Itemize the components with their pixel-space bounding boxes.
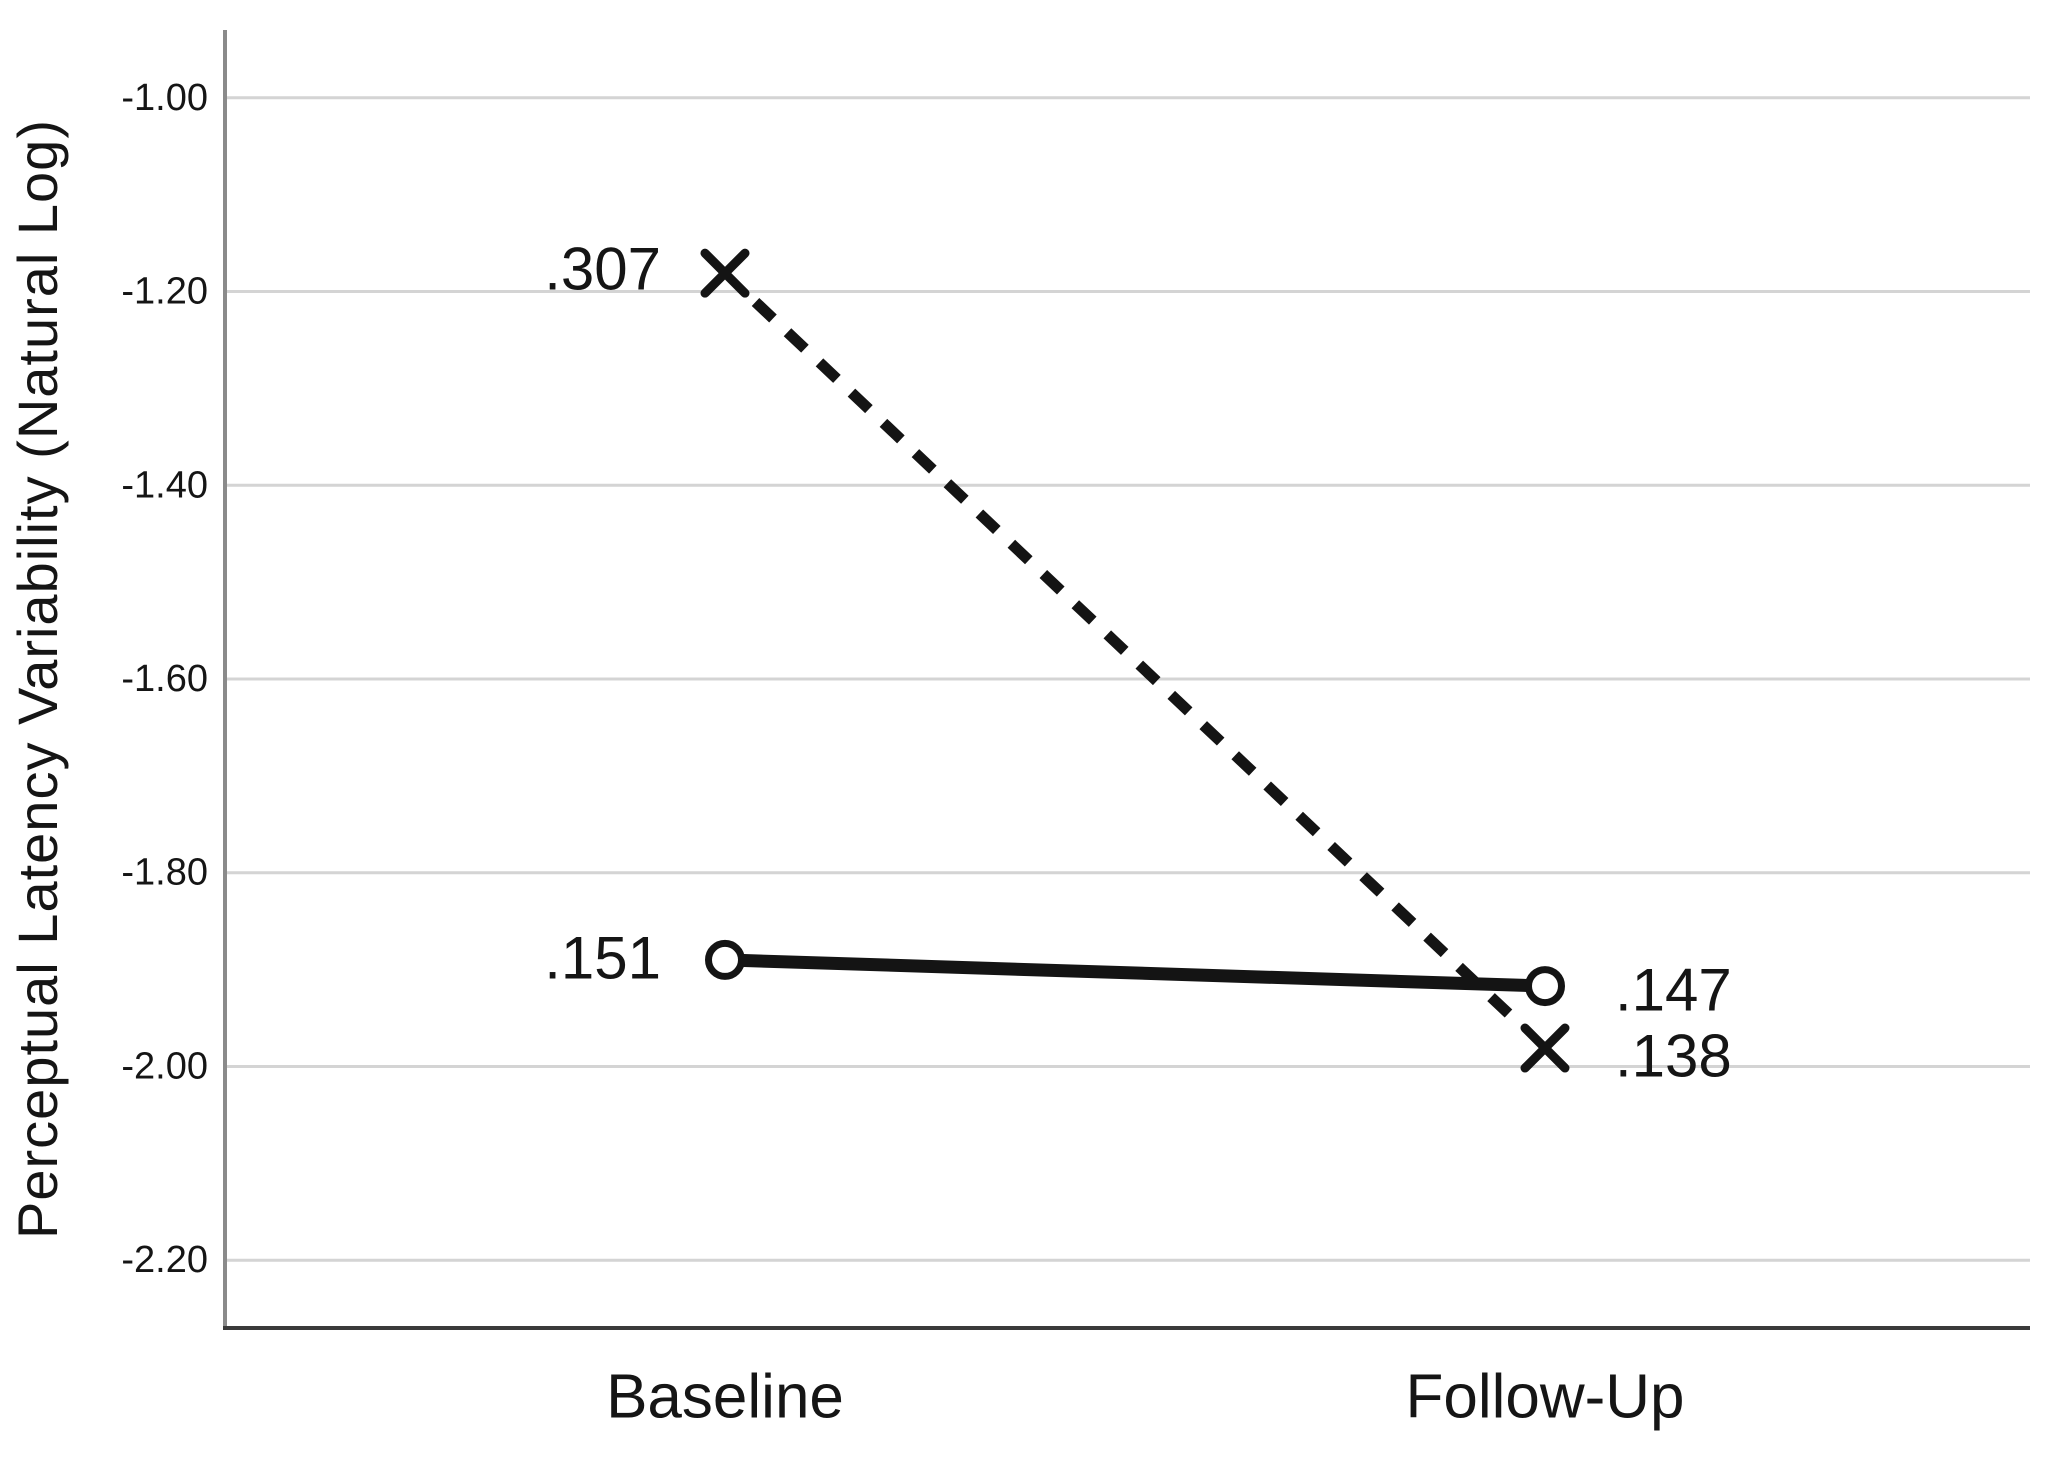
y-tick-label: -1.20 bbox=[121, 271, 208, 313]
marker-circle bbox=[1525, 966, 1565, 1007]
point-value-label: .147 bbox=[1615, 957, 1732, 1024]
point-value-label: .307 bbox=[544, 236, 661, 303]
marker-x bbox=[1520, 1023, 1570, 1073]
x-category-label: Follow-Up bbox=[1405, 1363, 1684, 1432]
series-layer bbox=[700, 248, 1570, 1073]
series-line-dashed bbox=[751, 297, 1519, 1024]
y-tick-label: -1.60 bbox=[121, 658, 208, 700]
x-category-labels-layer: Baseline Follow-Up bbox=[606, 1363, 1684, 1432]
y-tick-label: -2.20 bbox=[121, 1239, 208, 1281]
point-value-label: .138 bbox=[1615, 1023, 1732, 1090]
series-line-solid bbox=[724, 953, 1546, 993]
y-axis-title: Perceptual Latency Variability (Natural … bbox=[6, 119, 69, 1239]
x-category-label: Baseline bbox=[606, 1363, 844, 1432]
y-tick-label: -2.00 bbox=[121, 1045, 208, 1087]
gridlines-layer bbox=[227, 96, 2030, 1262]
y-tick-label: -1.40 bbox=[121, 464, 208, 506]
y-tick-label: -1.00 bbox=[121, 77, 208, 119]
marker-x bbox=[700, 248, 750, 298]
marker-circle bbox=[705, 939, 745, 980]
y-tick-label: -1.80 bbox=[121, 852, 208, 894]
point-value-label: .151 bbox=[544, 924, 661, 991]
point-labels-layer: .307 .138 .151 .147 bbox=[544, 236, 1732, 1090]
y-tick-labels-layer: -1.00 -1.20 -1.40 -1.60 -1.80 -2.00 -2.20 bbox=[121, 77, 208, 1281]
